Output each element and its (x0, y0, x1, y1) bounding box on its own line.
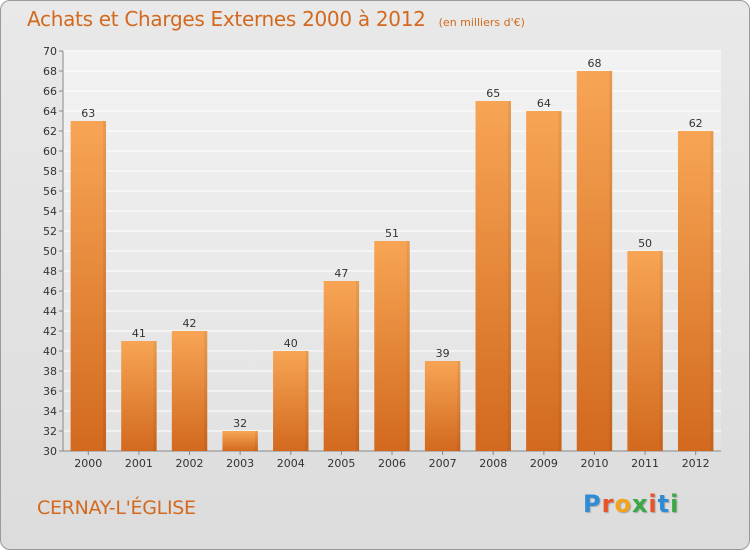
bar-shade (710, 131, 714, 451)
bar-shade (254, 431, 258, 451)
logo-letter: t (657, 490, 671, 518)
y-tick-label: 52 (43, 225, 57, 238)
x-tick-label: 2001 (125, 457, 153, 470)
logo-letter: o (614, 490, 632, 518)
y-tick-label: 64 (43, 105, 57, 118)
bar-shade (204, 331, 208, 451)
bar (677, 131, 714, 451)
y-tick-label: 32 (43, 425, 57, 438)
data-label: 62 (689, 117, 703, 130)
logo-letter: x (631, 490, 649, 518)
bar (121, 341, 157, 451)
data-label: 51 (385, 227, 399, 240)
y-tick-label: 46 (43, 285, 57, 298)
y-tick-label: 68 (43, 65, 57, 78)
x-tick-label: 2003 (226, 457, 254, 470)
bar (576, 71, 613, 451)
x-tick-label: 2006 (378, 457, 406, 470)
logo-letter: i (670, 490, 680, 518)
y-tick-label: 56 (43, 185, 57, 198)
y-tick-label: 38 (43, 365, 57, 378)
bar (70, 121, 107, 451)
data-label: 41 (132, 327, 146, 340)
bar (475, 101, 511, 451)
x-tick-label: 2004 (277, 457, 305, 470)
x-tick-label: 2009 (530, 457, 558, 470)
y-tick-label: 30 (43, 445, 57, 458)
data-label: 42 (183, 317, 197, 330)
bar (627, 251, 663, 451)
y-tick-label: 70 (43, 45, 57, 58)
bar-shade (406, 241, 410, 451)
y-tick-label: 40 (43, 345, 57, 358)
y-tick-label: 58 (43, 165, 57, 178)
bar (171, 331, 208, 451)
x-tick-label: 2000 (74, 457, 102, 470)
bar (273, 351, 309, 451)
y-tick-label: 66 (43, 85, 57, 98)
x-tick-label: 2002 (176, 457, 204, 470)
bar-shade (609, 71, 613, 451)
bar (374, 241, 410, 451)
data-label: 64 (537, 97, 551, 110)
bar-shade (457, 361, 461, 451)
logo-letter: i (648, 490, 658, 518)
bar-shade (356, 281, 360, 451)
proxiti-logo[interactable]: Proxiti (583, 490, 679, 518)
y-tick-label: 36 (43, 385, 57, 398)
bar (222, 431, 258, 451)
x-tick-label: 2011 (631, 457, 659, 470)
x-tick-label: 2007 (429, 457, 457, 470)
y-tick-label: 48 (43, 265, 57, 278)
chart-title: Achats et Charges Externes 2000 à 2012 (27, 7, 426, 31)
bar-shade (507, 101, 511, 451)
y-tick-label: 44 (43, 305, 57, 318)
y-tick-label: 50 (43, 245, 57, 258)
data-label: 63 (81, 107, 95, 120)
commune-name: CERNAY-L'ÉGLISE (37, 497, 196, 519)
bar (323, 281, 360, 451)
title-row: Achats et Charges Externes 2000 à 2012 (… (27, 7, 525, 31)
bar-shade (305, 351, 309, 451)
data-label: 39 (436, 347, 450, 360)
y-tick-label: 60 (43, 145, 57, 158)
logo-letter: P (583, 490, 602, 518)
y-tick-label: 42 (43, 325, 57, 338)
y-tick-label: 62 (43, 125, 57, 138)
bar (424, 361, 461, 451)
x-tick-label: 2012 (682, 457, 710, 470)
y-tick-label: 54 (43, 205, 57, 218)
x-tick-label: 2010 (580, 457, 608, 470)
chart-unit-label: (en milliers d'€) (438, 16, 525, 29)
data-label: 32 (233, 417, 247, 430)
bar-shade (103, 121, 107, 451)
bar (526, 111, 562, 451)
y-tick-label: 34 (43, 405, 57, 418)
data-label: 65 (486, 87, 500, 100)
logo-letter: r (601, 490, 615, 518)
x-tick-label: 2008 (479, 457, 507, 470)
data-label: 47 (334, 267, 348, 280)
data-label: 40 (284, 337, 298, 350)
bar-shade (558, 111, 562, 451)
data-label: 50 (638, 237, 652, 250)
data-label: 68 (587, 57, 601, 70)
bar-shade (153, 341, 157, 451)
bar-shade (659, 251, 663, 451)
x-tick-label: 2005 (327, 457, 355, 470)
